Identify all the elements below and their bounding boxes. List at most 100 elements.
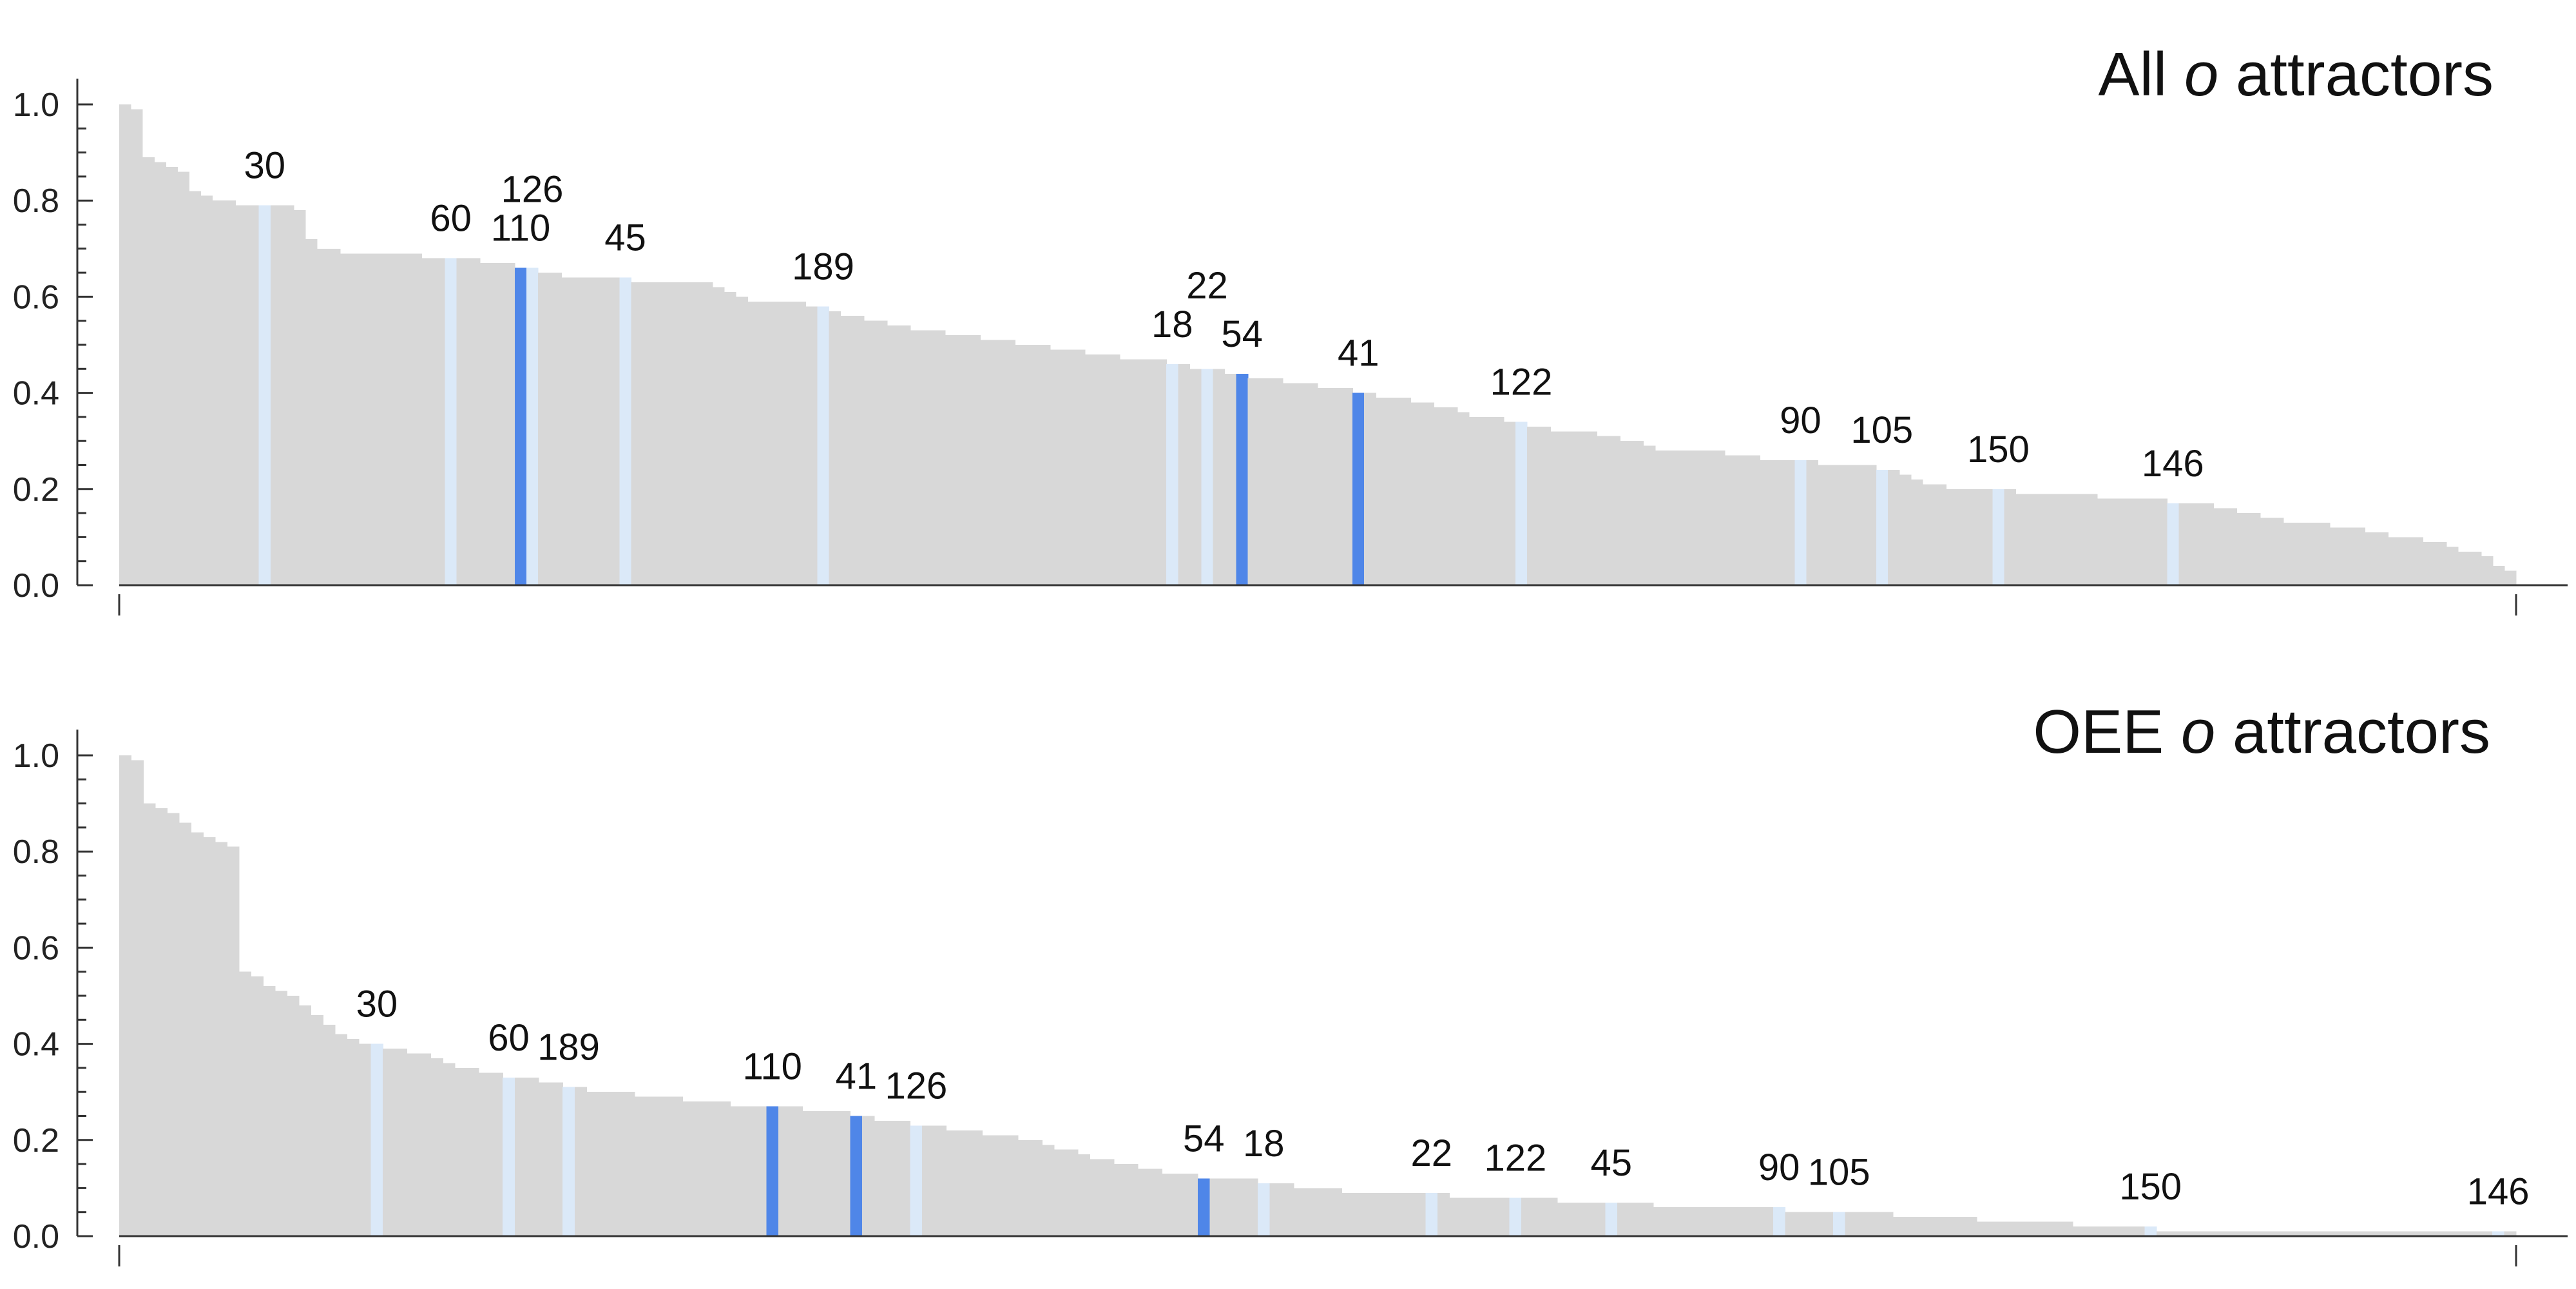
bar (410, 253, 423, 585)
bar (2180, 1231, 2193, 1236)
bar (1269, 1183, 1282, 1236)
bar (2420, 1231, 2433, 1236)
bar (2004, 489, 2017, 585)
bar (562, 1087, 575, 1236)
bar (712, 287, 725, 585)
bar (2084, 1226, 2097, 1236)
bar (2312, 1231, 2325, 1236)
bar (1593, 1202, 1606, 1236)
bar (2481, 556, 2494, 585)
bar-annotation-label: 189 (537, 1027, 600, 1069)
bar (2336, 1231, 2349, 1236)
bar (1113, 1164, 1126, 1236)
bar (730, 1106, 743, 1236)
bar (1665, 1207, 1678, 1236)
bar (922, 1125, 935, 1236)
bar (706, 1101, 719, 1236)
bar (177, 171, 189, 585)
bar (1365, 1192, 1378, 1236)
bar (224, 200, 236, 585)
bar (910, 1125, 923, 1236)
bar (677, 282, 690, 585)
bar (1178, 363, 1190, 585)
bar (1562, 431, 1574, 585)
bar (1233, 1178, 1246, 1236)
bar (766, 1106, 779, 1236)
bar (886, 1120, 899, 1236)
bar (634, 1096, 647, 1236)
bars (119, 755, 2517, 1236)
bar-annotation-label: 150 (1967, 429, 2030, 470)
bar (608, 277, 620, 585)
bar (1213, 369, 1226, 585)
bar (2202, 503, 2215, 585)
bar (166, 166, 178, 586)
chart-title: All o attractors (2098, 40, 2494, 109)
bar (2324, 1231, 2337, 1236)
bar (1434, 407, 1447, 585)
bar (2432, 1231, 2445, 1236)
bar (1485, 1197, 1498, 1236)
bar (456, 258, 469, 585)
bar (1222, 1178, 1235, 1236)
bar (670, 1096, 683, 1236)
bar (1881, 1212, 1894, 1236)
bar (2457, 551, 2470, 585)
bar (1806, 460, 1819, 585)
bar (215, 842, 227, 1236)
bar (1143, 359, 1155, 585)
bar (1120, 359, 1132, 585)
bar (863, 320, 876, 585)
bar (1066, 1149, 1079, 1236)
bar (1533, 1197, 1546, 1236)
bar (1329, 1188, 1342, 1236)
bar (622, 1092, 635, 1236)
bar (689, 282, 702, 585)
bar (2384, 1231, 2397, 1236)
bar (829, 311, 841, 585)
bar (610, 1092, 623, 1236)
bar (2062, 494, 2075, 585)
bar (1053, 1149, 1066, 1236)
bar (1887, 469, 1900, 585)
bar (718, 1101, 731, 1236)
bar-annotation-label: 90 (1780, 400, 1821, 441)
bar (1794, 460, 1807, 585)
bar (299, 1005, 312, 1236)
bar (771, 301, 783, 585)
bar (1189, 369, 1202, 585)
bar (1857, 1212, 1870, 1236)
bar (1166, 363, 1178, 585)
bar (1131, 359, 1144, 585)
bar (212, 200, 225, 585)
bar (329, 248, 341, 585)
bar (1162, 1174, 1175, 1236)
bar (2015, 494, 2028, 585)
bar (2190, 503, 2203, 585)
bar (2318, 523, 2331, 585)
bar (1305, 1188, 1318, 1236)
bar (1783, 460, 1795, 585)
bar (980, 340, 992, 585)
bar (1042, 1145, 1055, 1236)
bar (1527, 426, 1539, 585)
bar (1631, 441, 1644, 585)
bar (631, 282, 644, 585)
bar (1620, 441, 1633, 585)
y-tick-label: 0.0 (13, 567, 59, 605)
bar (282, 205, 294, 585)
bar-annotation-label: 45 (604, 217, 646, 259)
bar (658, 1096, 671, 1236)
bar (1318, 1188, 1331, 1236)
bar-annotation-label: 189 (792, 246, 854, 287)
bar (1605, 1202, 1618, 1236)
bar (1977, 1221, 1990, 1236)
bar (1988, 1221, 2001, 1236)
bar (1643, 445, 1656, 585)
bar (2444, 1231, 2457, 1236)
bar (311, 1014, 323, 1236)
bar (1126, 1164, 1139, 1236)
bar (2048, 1221, 2061, 1236)
bar (154, 162, 166, 585)
bar (586, 1092, 599, 1236)
